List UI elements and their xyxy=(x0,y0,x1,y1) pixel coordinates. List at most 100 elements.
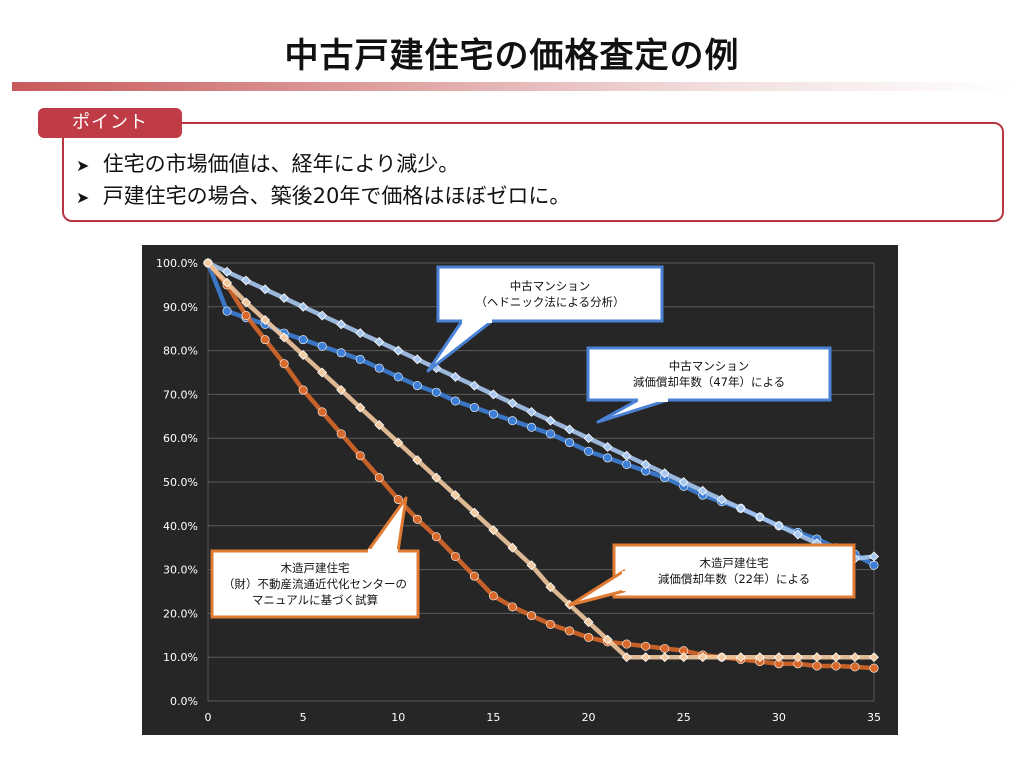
data-point-house_depr xyxy=(869,652,879,663)
data-point-mansion_depr xyxy=(716,494,727,505)
y-tick-label: 60.0% xyxy=(163,432,198,445)
data-point-house_depr xyxy=(754,652,765,663)
data-point-house_depr xyxy=(811,652,822,663)
data-point-house_manual xyxy=(660,643,670,653)
data-point-house_depr xyxy=(507,542,518,553)
data-point-mansion_hedonic xyxy=(450,396,460,406)
data-point-house_depr xyxy=(393,437,404,448)
data-point-house_manual xyxy=(850,662,860,672)
data-point-house_manual xyxy=(260,335,270,345)
chart-area: 0.0% 10.0% 20.0% 30.0% 40.0% 50.0% 60.0% 70.0% 8… xyxy=(142,245,898,735)
y-tick-label: 40.0% xyxy=(163,520,198,533)
callout-box xyxy=(586,346,832,402)
data-point-house_manual xyxy=(279,359,289,369)
data-point-house_manual xyxy=(565,626,575,636)
data-point-house_depr xyxy=(450,490,461,501)
callout-text-line: 木造戸建住宅 xyxy=(281,561,350,575)
data-point-house_depr xyxy=(850,652,860,663)
depreciation-line-chart: 0.0% 10.0% 20.0% 30.0% 40.0% 50.0% 60.0% 70.0% 8… xyxy=(156,257,881,724)
data-point-mansion_depr xyxy=(697,485,708,496)
callout-text-line: 中古マンション xyxy=(510,279,591,293)
data-point-house_manual xyxy=(469,571,479,581)
point-tag: ポイント xyxy=(38,108,182,138)
data-point-house_manual xyxy=(317,407,327,417)
data-point-house_depr xyxy=(298,350,309,360)
data-point-house_depr xyxy=(469,507,480,518)
data-point-house_depr xyxy=(374,420,385,431)
data-point-mansion_hedonic xyxy=(603,453,613,463)
data-point-house_depr xyxy=(260,314,271,325)
data-point-mansion_depr xyxy=(792,529,803,540)
slide-title: 中古戸建住宅の価格査定の例 xyxy=(284,36,740,76)
data-point-house_depr xyxy=(203,258,213,268)
data-point-house_manual xyxy=(488,591,498,601)
y-tick-label: 50.0% xyxy=(163,476,198,489)
data-point-mansion_depr xyxy=(279,293,290,304)
data-point-mansion_hedonic xyxy=(222,306,232,316)
bullet-item-2: ➤ 戸建住宅の場合、築後20年で価格はほぼゼロに。 xyxy=(76,180,570,210)
data-point-house_depr xyxy=(792,652,803,663)
data-point-house_depr xyxy=(697,652,708,663)
data-point-house_manual xyxy=(641,641,651,651)
data-point-house_depr xyxy=(279,332,290,343)
x-tick-label: 30 xyxy=(772,711,786,724)
data-point-house_depr xyxy=(241,297,252,308)
data-point-mansion_depr xyxy=(754,512,765,523)
data-point-mansion_hedonic xyxy=(393,372,403,382)
data-point-house_manual xyxy=(526,611,536,621)
data-point-mansion_depr xyxy=(659,468,670,479)
data-point-house_depr xyxy=(412,455,423,466)
data-point-mansion_depr xyxy=(450,371,461,382)
callout-text-line: 中古マンション xyxy=(669,359,750,373)
data-point-mansion_hedonic xyxy=(317,341,327,351)
callout-text-line: （財）不動産流通近代化センターの xyxy=(223,577,407,591)
data-point-house_depr xyxy=(735,652,746,663)
data-point-house_depr xyxy=(336,385,347,395)
data-point-house_depr xyxy=(830,652,841,663)
data-point-house_manual xyxy=(431,532,441,542)
data-point-house_manual xyxy=(336,429,346,439)
data-point-house_depr xyxy=(222,277,232,288)
data-point-house_depr xyxy=(640,652,651,663)
callout-box xyxy=(612,543,856,599)
data-point-house_manual xyxy=(298,385,308,395)
data-point-house_manual xyxy=(831,661,841,671)
x-tick-label: 10 xyxy=(391,711,405,724)
y-tick-label: 80.0% xyxy=(163,345,198,358)
data-point-house_manual xyxy=(412,514,422,524)
data-point-house_manual xyxy=(546,619,556,629)
data-point-house_manual xyxy=(507,602,517,612)
data-point-mansion_hedonic xyxy=(431,387,441,397)
callout-box xyxy=(210,549,420,619)
data-point-mansion_depr xyxy=(545,415,556,426)
callout-text-line: （ヘドニック法による分析） xyxy=(475,295,624,309)
data-point-mansion_depr xyxy=(526,406,537,417)
data-point-mansion_depr xyxy=(735,503,746,514)
data-point-mansion_depr xyxy=(412,354,423,365)
data-point-mansion_depr xyxy=(583,433,594,444)
data-point-house_depr xyxy=(526,560,537,571)
bullet-text-2: 戸建住宅の場合、築後20年で価格はほぼゼロに。 xyxy=(102,184,571,208)
title-underline-bar xyxy=(12,82,1012,91)
callout-text-line: 減価償却年数（22年）による xyxy=(658,572,810,586)
bullet-arrow-icon: ➤ xyxy=(76,156,90,175)
data-point-mansion_hedonic xyxy=(546,429,556,439)
data-point-house_manual xyxy=(584,632,594,642)
data-point-mansion_depr xyxy=(869,551,879,562)
data-point-house_manual xyxy=(393,495,403,505)
data-point-mansion_depr xyxy=(222,266,232,277)
data-point-mansion_depr xyxy=(336,319,347,330)
callout-mansion-hedonic: 中古マンション （ヘドニック法による分析） xyxy=(426,265,664,373)
data-point-mansion_hedonic xyxy=(469,403,479,413)
data-point-mansion_depr xyxy=(374,336,385,347)
data-point-mansion_hedonic xyxy=(622,459,632,469)
data-point-house_depr xyxy=(583,617,594,628)
x-tick-label: 0 xyxy=(205,711,212,724)
data-point-mansion_depr xyxy=(260,284,271,295)
data-point-mansion_depr xyxy=(298,301,309,312)
data-point-house_manual xyxy=(622,639,632,649)
data-point-mansion_depr xyxy=(317,310,328,321)
y-tick-label: 70.0% xyxy=(163,388,198,401)
data-point-mansion_depr xyxy=(773,520,784,531)
data-point-mansion_hedonic xyxy=(565,438,575,448)
